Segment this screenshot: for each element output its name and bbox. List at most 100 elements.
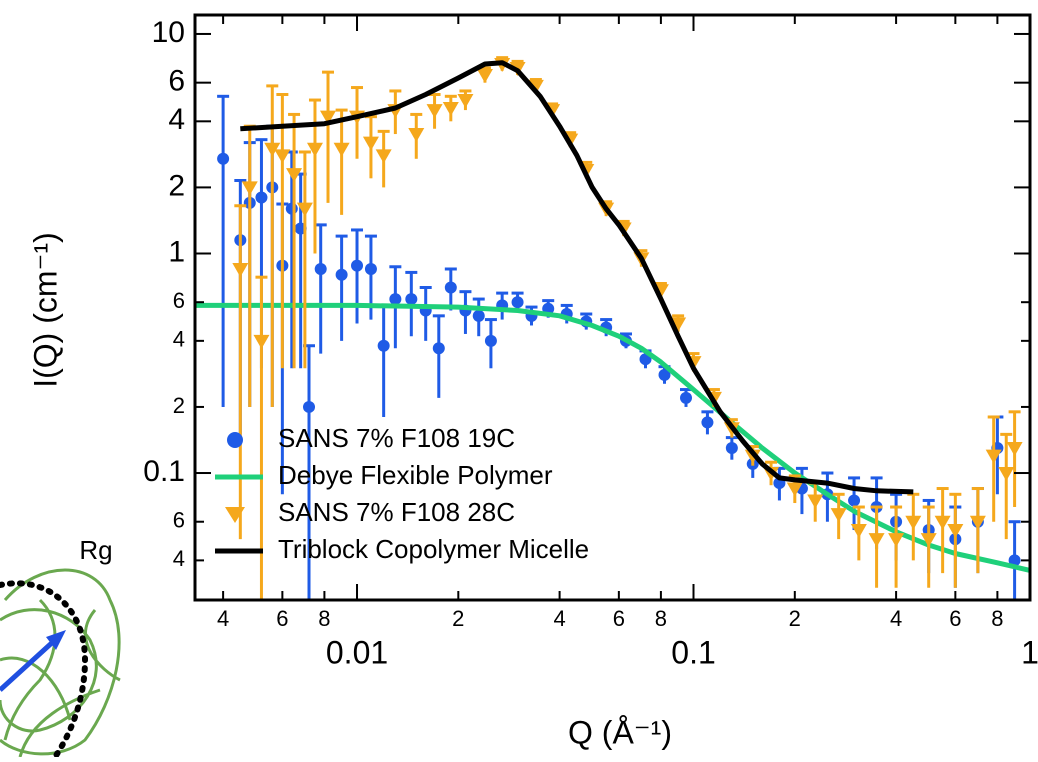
data-point	[314, 262, 327, 275]
data-point	[807, 494, 824, 509]
data-point	[408, 128, 425, 143]
data-point	[285, 202, 298, 215]
data-point	[274, 149, 291, 164]
data-point	[320, 110, 337, 125]
fit-line	[240, 60, 914, 495]
illustration	[0, 568, 121, 760]
y-tick-label: 4	[173, 546, 185, 571]
x-tick-label: 6	[949, 606, 961, 631]
plot-area	[195, 56, 1030, 600]
data-point	[232, 262, 249, 277]
data-point	[432, 342, 445, 355]
data-point	[680, 391, 693, 404]
rg-arrowhead	[46, 630, 66, 650]
data-point	[362, 136, 379, 151]
data-point	[701, 416, 714, 429]
data-point	[405, 293, 418, 306]
data-point	[351, 259, 364, 272]
x-tick-label: 8	[655, 606, 667, 631]
y-tick-label: 6	[173, 288, 185, 313]
data-point	[786, 482, 803, 497]
x-tick-label: 6	[276, 606, 288, 631]
data-point	[389, 293, 402, 306]
polymer-coil	[0, 568, 121, 758]
legend-label: SANS 7% F108 28C	[278, 497, 515, 527]
y-tick-label: 6	[173, 508, 185, 533]
data-point	[969, 515, 986, 530]
data-point	[375, 149, 392, 164]
data-point	[303, 400, 316, 413]
x-tick-label: 1	[1021, 634, 1038, 670]
data-point	[850, 524, 867, 539]
data-point	[364, 262, 377, 275]
x-tick-label: 2	[452, 606, 464, 631]
data-point	[335, 268, 348, 281]
y-axis-label: I(Q) (cm⁻¹)	[27, 232, 63, 388]
data-point	[998, 467, 1015, 482]
y-tick-label: 10	[152, 16, 185, 49]
data-point	[920, 533, 937, 548]
legend: SANS 7% F108 19C Debye Flexible Polymer SA…	[215, 423, 589, 564]
y-tick-label: 4	[173, 327, 185, 352]
data-point	[333, 142, 350, 157]
x-tick-label: 8	[991, 606, 1003, 631]
data-point	[670, 317, 687, 332]
data-point	[868, 533, 885, 548]
rg-arrow	[0, 638, 57, 692]
rg-circle	[0, 580, 89, 760]
legend-label: SANS 7% F108 19C	[278, 423, 515, 453]
y-tick-label: 6	[168, 65, 185, 98]
y-tick-label: 4	[168, 103, 185, 136]
data-point	[296, 202, 313, 217]
data-point	[985, 449, 1002, 464]
data-point	[255, 191, 268, 204]
data-point	[658, 368, 671, 381]
y-tick-label: 2	[168, 169, 185, 202]
data-point	[1006, 442, 1023, 457]
data-point	[484, 334, 497, 347]
x-tick-label: 2	[789, 606, 801, 631]
legend-label: Triblock Copolymer Micelle	[278, 534, 589, 564]
y-tick-label: 0.1	[143, 455, 185, 488]
x-tick-label: 4	[553, 606, 565, 631]
rg-label: Rg	[79, 535, 112, 565]
data-point	[848, 494, 861, 507]
x-tick-label: 4	[890, 606, 902, 631]
data-point	[444, 281, 457, 294]
legend-label: Debye Flexible Polymer	[278, 460, 553, 490]
data-point	[217, 152, 230, 165]
data-point	[286, 168, 303, 183]
data-point	[426, 104, 443, 119]
data-point	[934, 515, 951, 530]
data-point	[253, 334, 270, 349]
data-point	[457, 94, 474, 109]
data-point	[1008, 554, 1021, 567]
y-tick-label: 2	[173, 393, 185, 418]
data-point	[830, 508, 847, 523]
data-point	[264, 142, 281, 157]
data-point	[744, 449, 761, 464]
data-point	[442, 101, 459, 116]
data-point	[377, 339, 390, 352]
legend-marker	[227, 432, 243, 448]
data-point	[905, 515, 922, 530]
data-point	[241, 181, 258, 196]
x-axis-label: Q (Å⁻¹)	[568, 714, 672, 750]
x-tick-label: 0.01	[326, 634, 388, 670]
data-point	[472, 309, 485, 322]
x-tick-label: 0.1	[671, 634, 715, 670]
plot-frame	[193, 13, 1032, 602]
data-point	[511, 296, 524, 309]
y-tick-label: 1	[168, 235, 185, 268]
x-tick-label: 6	[613, 606, 625, 631]
data-point	[888, 533, 905, 548]
data-point	[947, 524, 964, 539]
x-tick-label: 4	[217, 606, 229, 631]
data-point	[476, 69, 493, 84]
legend-marker	[225, 507, 245, 523]
data-point	[306, 142, 323, 157]
data-point	[725, 442, 738, 455]
